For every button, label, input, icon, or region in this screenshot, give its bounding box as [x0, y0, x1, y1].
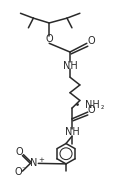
Text: N: N	[30, 158, 37, 168]
Text: NH: NH	[65, 127, 79, 137]
Text: O: O	[15, 167, 22, 177]
Text: O: O	[88, 105, 96, 115]
Text: +: +	[38, 158, 44, 163]
Text: O: O	[45, 34, 53, 44]
Text: ₂: ₂	[101, 102, 104, 111]
Text: NH: NH	[85, 100, 100, 110]
Text: O: O	[88, 36, 96, 46]
Text: O: O	[16, 147, 23, 157]
Text: NH: NH	[63, 61, 77, 71]
Text: ⁻: ⁻	[21, 165, 26, 174]
